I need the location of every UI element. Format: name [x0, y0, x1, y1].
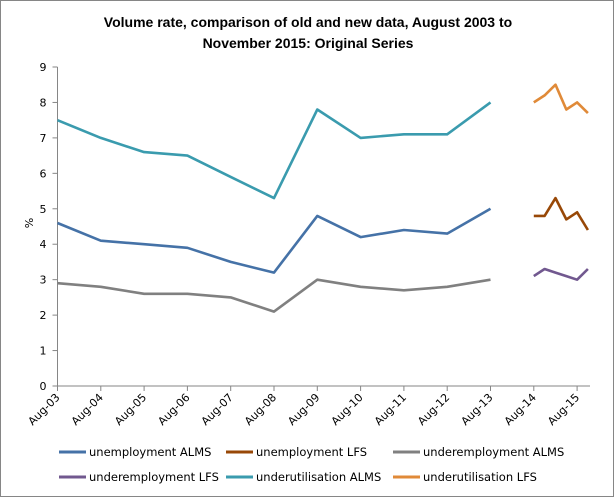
y-tick-label: 2 [40, 309, 47, 322]
x-tick-label: Aug-03 [26, 391, 63, 428]
series-line-underutilisation-lfs [533, 83, 589, 115]
x-tick-label: Aug-13 [459, 391, 496, 428]
series-line-unemployment-lfs [533, 196, 590, 231]
x-tick-label: Aug-05 [112, 391, 149, 428]
y-tick-label: 5 [40, 203, 47, 216]
x-tick-label: Aug-06 [155, 391, 192, 428]
x-tick-label: Aug-07 [199, 391, 236, 428]
x-tick-label: Aug-04 [69, 391, 106, 428]
series-line-underemployment-alms [57, 278, 491, 313]
legend-label: underemployment ALMS [423, 445, 564, 459]
y-tick-label: 3 [40, 274, 47, 287]
series-line-underutilisation-alms [57, 101, 492, 200]
x-tick-label: Aug-12 [415, 391, 452, 428]
series-line-underemployment-lfs [533, 267, 589, 282]
chart-title-line-2: November 2015: Original Series [203, 35, 414, 51]
x-tick-label: Aug-11 [372, 391, 409, 428]
y-tick-label: 9 [40, 61, 47, 74]
y-tick-label: 6 [40, 167, 47, 180]
legend-label: underutilisation LFS [423, 470, 537, 484]
x-tick-label: Aug-09 [285, 391, 322, 428]
y-tick-label: 0 [40, 380, 47, 393]
legend-label: unemployment LFS [256, 445, 367, 459]
x-tick-label: Aug-15 [545, 391, 582, 428]
x-tick-label: Aug-14 [502, 391, 539, 428]
legend-label: underemployment LFS [89, 470, 219, 484]
x-tick-label: Aug-10 [329, 391, 366, 428]
series-line-unemployment-alms [57, 207, 492, 274]
y-tick-label: 8 [40, 96, 47, 109]
y-tick-label: 7 [40, 132, 47, 145]
x-tick-label: Aug-08 [242, 391, 279, 428]
chart-title-line-1: Volume rate, comparison of old and new d… [104, 14, 512, 30]
y-tick-label: 1 [40, 345, 47, 358]
legend-label: unemployment ALMS [89, 445, 211, 459]
y-axis-label: % [23, 218, 36, 228]
legend-label: underutilisation ALMS [256, 470, 381, 484]
y-tick-label: 4 [40, 238, 47, 251]
